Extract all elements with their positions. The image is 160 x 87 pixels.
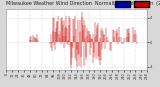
Text: Milwaukee Weather Wind Direction  Normalized and Median  (24 Hours) (New): Milwaukee Weather Wind Direction Normali… <box>6 1 160 6</box>
